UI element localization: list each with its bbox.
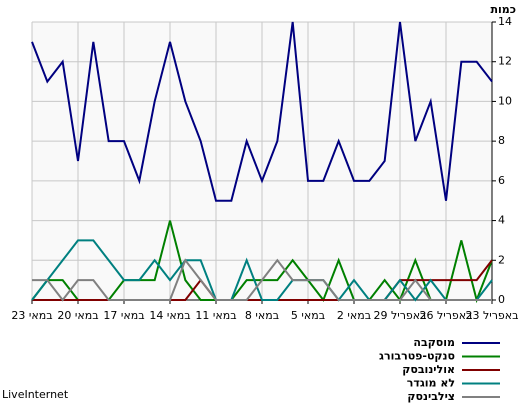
legend-label: סנקט-פטרבורג: [379, 350, 455, 363]
series-line: [32, 258, 492, 302]
legend-label: צילבינסק: [407, 390, 455, 403]
x-tick-label: 17 במאי: [103, 309, 144, 322]
chart-title: כמות: [491, 3, 516, 16]
x-tick-label: 23 באפריל: [465, 309, 518, 322]
x-tick-label: 26 באפריל: [419, 309, 472, 322]
footer: LiveInternet: [2, 388, 69, 401]
series-line: [31, 239, 493, 302]
legend-label: אולינובסק: [402, 363, 455, 376]
y-tick-label: 6: [498, 174, 505, 187]
x-tick-label: 8 במאי: [245, 309, 279, 322]
x-tick-label: 29 באפריל: [373, 309, 426, 322]
series-line: [31, 21, 493, 202]
x-tick-label: 20 במאי: [57, 309, 98, 322]
y-tick-label: 2: [498, 253, 505, 266]
legend-label: לא מוגדר: [407, 377, 455, 390]
x-tick-label: 14 במאי: [149, 309, 190, 322]
x-tick-label: 2 במאי: [337, 309, 371, 322]
y-tick-label: 4: [498, 214, 505, 227]
y-tick-label: 12: [498, 55, 512, 68]
x-tick-label: 11 במאי: [195, 309, 236, 322]
y-tick-label: 10: [498, 94, 512, 107]
x-tick-label: 23 במאי: [11, 309, 52, 322]
y-tick-label: 14: [498, 15, 512, 28]
x-tick-label: 5 במאי: [291, 309, 325, 322]
y-tick-label: 8: [498, 134, 505, 147]
y-tick-label: 0: [498, 293, 505, 306]
legend-label: מוסקבה: [413, 336, 455, 349]
